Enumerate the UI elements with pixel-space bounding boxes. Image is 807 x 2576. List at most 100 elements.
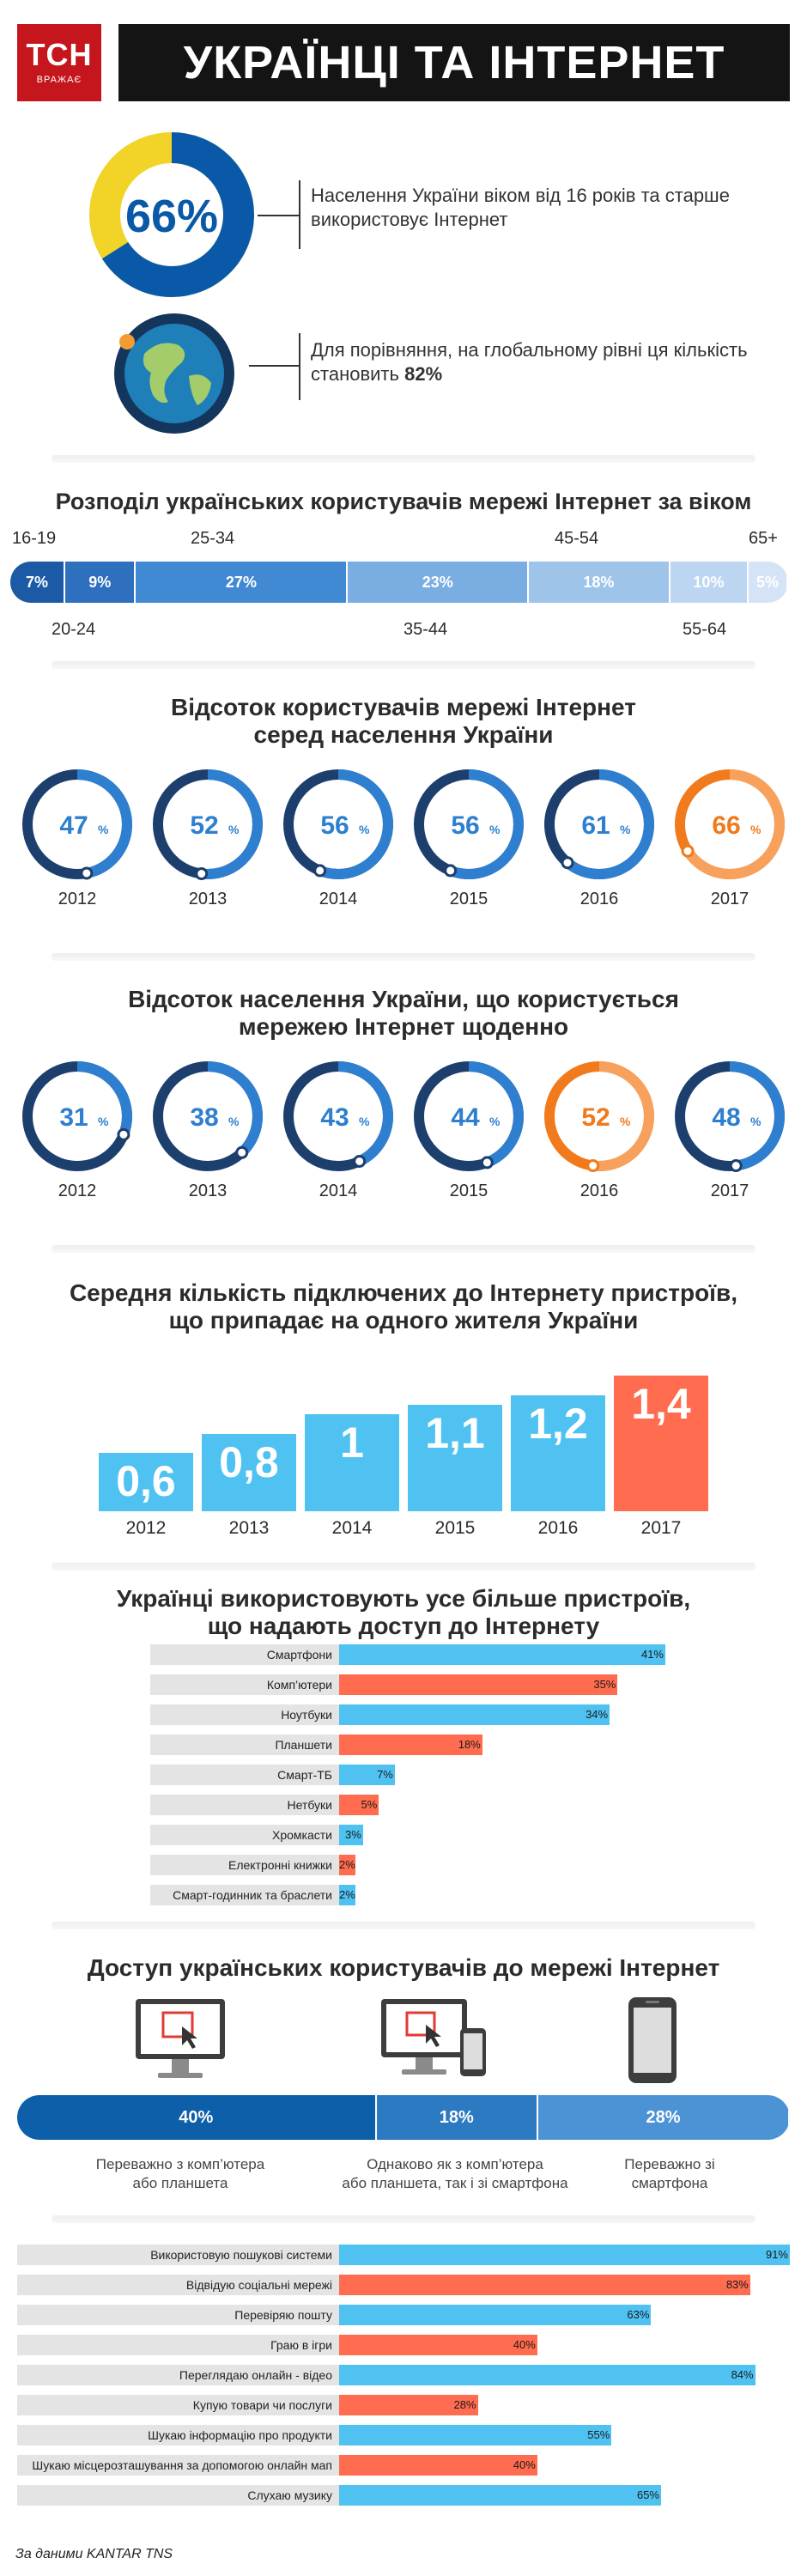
- users-share-value: 66: [712, 811, 740, 840]
- access-caption-line: Переважно з комп’ютера: [95, 2156, 265, 2172]
- access-caption: Однаково як з комп’ютера або планшета, т…: [326, 2155, 584, 2193]
- device-count-value: 1: [340, 1419, 364, 1467]
- device-type-label: Нетбуки: [150, 1795, 339, 1815]
- activity-value: 83%: [725, 2278, 749, 2291]
- device-type-bar: [339, 1885, 355, 1905]
- daily-share-ring-progress: [283, 1061, 393, 1171]
- devices-title-line: що припадає на одного жителя України: [168, 1307, 639, 1334]
- age-segment: 9%: [65, 562, 137, 603]
- device-type-value: 2%: [339, 1858, 355, 1871]
- users-share-year: 2012: [58, 890, 97, 908]
- device-type-bar: [339, 1765, 395, 1785]
- activity-value: 65%: [636, 2488, 659, 2501]
- users-share-chart: 47% 2012 52% 2013 56% 2014 56% 2015 61% 2016 66% 20…: [0, 764, 807, 910]
- globe-ocean: [124, 324, 224, 423]
- daily-share-ring-progress: [675, 1061, 785, 1171]
- globe-continent-americas: [143, 343, 185, 403]
- donut-value: 66%: [125, 191, 218, 242]
- access-caption-line: або планшета, так і зі смартфона: [342, 2175, 568, 2191]
- age-top-label: 45-54: [555, 529, 599, 548]
- device-types-chart: Смартфони 41% Комп’ютери 35% Ноутбуки 34% План…: [0, 1644, 807, 1919]
- logo-text: ТСН: [26, 37, 93, 72]
- daily-share-percent-sign: %: [228, 1115, 240, 1128]
- users-share-ring-marker: [561, 856, 574, 870]
- device-type-label: Електронні книжки: [150, 1855, 339, 1875]
- tsn-logo[interactable]: ТСН ВРАЖАЄ: [17, 24, 101, 101]
- age-distribution-bar: 7% 9% 27% 23% 18% 10% 5%: [10, 562, 788, 603]
- age-section-title: Розподіл українських користувачів мережі…: [55, 489, 752, 514]
- users-share-percent-sign: %: [620, 823, 631, 836]
- globe-description: Для порівняння, на глобальному рівні ця …: [311, 338, 792, 386]
- activity-label: Граю в ігри: [17, 2335, 339, 2355]
- globe-illustration: [114, 313, 234, 434]
- device-type-label: Хромкасти: [150, 1825, 339, 1845]
- activity-value: 63%: [627, 2308, 650, 2321]
- daily-share-year: 2012: [58, 1182, 97, 1200]
- users-share-ring: 47%: [22, 769, 132, 880]
- users-share-value: 61: [581, 811, 610, 840]
- users-share-ring-marker: [444, 864, 458, 878]
- users-share-value: 52: [190, 811, 218, 840]
- logo-subtitle: ВРАЖАЄ: [36, 75, 82, 85]
- daily-share-percent-sign: %: [750, 1115, 761, 1128]
- daily-share-value: 44: [451, 1103, 480, 1132]
- device-type-label: Смарт-годинник та браслети: [150, 1885, 339, 1905]
- activity-label: Перевіряю пошту: [17, 2305, 339, 2325]
- device-type-label: Комп’ютери: [150, 1674, 339, 1695]
- globe-text: Для порівняння, на глобальному рівні ця …: [311, 339, 748, 385]
- users-share-ring: 52%: [153, 769, 263, 881]
- daily-share-percent-sign: %: [359, 1115, 370, 1128]
- globe-dot: [119, 334, 135, 349]
- age-bottom-label: 35-44: [404, 620, 448, 639]
- users-share-ring: 66%: [675, 769, 785, 879]
- daily-share-percent-sign: %: [620, 1115, 631, 1128]
- device-type-value: 41%: [640, 1648, 664, 1661]
- device-type-bar: [339, 1825, 363, 1845]
- daily-share-year: 2016: [579, 1182, 619, 1200]
- access-bar: 40% 18% 28%: [17, 2095, 790, 2140]
- separator: [52, 455, 755, 463]
- users-share-percent-sign: %: [359, 823, 370, 836]
- users-share-year: 2017: [710, 890, 749, 908]
- page-title-banner: УКРАЇНЦІ ТА ІНТЕРНЕТ: [118, 24, 790, 101]
- activity-bar: [339, 2425, 612, 2445]
- device-count-year: 2014: [331, 1518, 373, 1538]
- users-share-year: 2016: [579, 890, 619, 908]
- device-type-bar: [339, 1795, 379, 1815]
- daily-share-year: 2015: [449, 1182, 488, 1200]
- device-count-bar: 1: [305, 1414, 399, 1511]
- activity-label: Слухаю музику: [17, 2485, 339, 2506]
- globe-connector: [249, 365, 299, 367]
- activity-label: Купую товари чи послуги: [17, 2395, 339, 2415]
- activity-label: Шукаю інформацію про продукти: [17, 2425, 339, 2445]
- daily-share-chart: 31% 2012 38% 2013 43% 2014 44% 2015 52% 2016 48% 20…: [0, 1056, 807, 1202]
- device-count-bar: 0,8: [202, 1433, 296, 1511]
- globe-connector-v: [299, 333, 300, 400]
- donut-connector-v: [299, 180, 300, 249]
- separator: [52, 1922, 755, 1929]
- age-segment: 23%: [348, 562, 529, 603]
- users-share-percent-sign: %: [228, 823, 240, 836]
- users-share-ring-progress: [22, 769, 132, 879]
- daily-share-ring-marker: [586, 1159, 600, 1173]
- daily-share-percent-sign: %: [98, 1115, 109, 1128]
- users-share-value: 56: [320, 811, 349, 840]
- users-share-value: 47: [59, 811, 88, 840]
- device-type-bar: [339, 1644, 665, 1665]
- page-title: УКРАЇНЦІ ТА ІНТЕРНЕТ: [183, 37, 725, 88]
- daily-share-ring-progress: [153, 1061, 263, 1171]
- daily-share-year: 2013: [188, 1182, 228, 1200]
- device-type-value: 35%: [593, 1678, 616, 1691]
- device-type-value: 2%: [339, 1888, 355, 1901]
- device-type-label: Ноутбуки: [150, 1704, 339, 1725]
- daily-share-ring-progress: [22, 1061, 132, 1171]
- users-share-percent-sign: %: [489, 823, 501, 836]
- daily-share-title-line: Відсоток населення України, що користуєт…: [128, 986, 679, 1012]
- access-caption-line: або планшета: [132, 2175, 228, 2191]
- users-share-percent-sign: %: [750, 823, 761, 836]
- users-share-year: 2015: [449, 890, 488, 908]
- device-count-value: 1,1: [425, 1408, 485, 1457]
- daily-share-ring: 31%: [22, 1061, 132, 1171]
- globe-continent-other: [189, 374, 211, 405]
- daily-share-ring-marker: [235, 1145, 249, 1159]
